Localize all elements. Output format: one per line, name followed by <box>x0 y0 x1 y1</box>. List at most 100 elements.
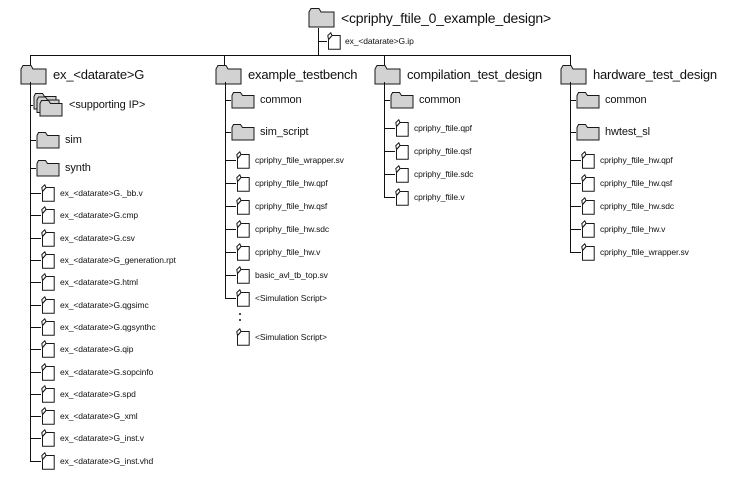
file-icon <box>236 265 250 284</box>
tree-item-label: cpriphy_ftile.v <box>414 191 465 202</box>
connector-drop-4 <box>570 55 571 65</box>
file-icon <box>41 228 55 247</box>
tree-item-file: <Simulation Script> <box>215 286 415 309</box>
column-header-label: example_testbench <box>248 66 358 82</box>
tree-item-file: basic_avl_tb_top.sv <box>215 263 415 286</box>
tree-item-file: cpriphy_ftile_hw.v <box>215 240 415 263</box>
tree-column-2: example_testbench common sim_script cpri… <box>215 64 415 348</box>
tree-item-label: common <box>260 94 302 106</box>
file-icon <box>581 242 595 261</box>
tree-item-label: cpriphy_ftile.qpf <box>414 122 472 133</box>
file-icon <box>236 288 250 307</box>
tree-item-label: synth <box>65 162 91 174</box>
folder-icon <box>215 64 242 84</box>
dot <box>239 319 241 321</box>
tree-item-folder-group: <supporting IP> <box>20 84 220 126</box>
tree-item-label: cpriphy_ftile.qsf <box>414 145 472 156</box>
tree-item-folder: sim <box>20 126 220 154</box>
tree-item-file: cpriphy_ftile.v <box>374 185 574 208</box>
tree-item-file: ex_<datarate>G._bb.v <box>20 182 220 204</box>
tree-item-file: ex_<datarate>G_xml <box>20 405 220 427</box>
file-icon <box>581 173 595 192</box>
tree-item-folder: common <box>215 84 415 116</box>
file-icon <box>395 141 409 160</box>
tree-item-file: ex_<datarate>G.spd <box>20 383 220 405</box>
tree-item-file: cpriphy_ftile.sdc <box>374 162 574 185</box>
ellipsis-dots <box>215 309 415 325</box>
tree-item-label: cpriphy_ftile_hw.qpf <box>600 154 673 165</box>
file-icon <box>41 251 55 269</box>
connector-trunk-line <box>570 82 571 252</box>
file-icon <box>41 340 55 358</box>
folder-icon <box>36 160 60 177</box>
tree-item-label: sim <box>65 134 82 146</box>
tree-item-file: cpriphy_ftile_hw.qpf <box>560 148 734 171</box>
tree-item-label: <Simulation Script> <box>255 331 327 342</box>
connector-root-vertical <box>318 28 319 56</box>
tree-item-label: basic_avl_tb_top.sv <box>255 269 328 280</box>
tree-item-folder: common <box>374 84 574 116</box>
folder-icon <box>390 92 414 109</box>
tree-item-label: ex_<datarate>G.qgsimc <box>60 299 149 310</box>
tree-item-label: ex_<datarate>G.html <box>60 277 138 288</box>
column-header: ex_<datarate>G <box>20 64 220 84</box>
tree-item-label: ex_<datarate>G.qip <box>60 344 134 355</box>
tree-item-file: ex_<datarate>G.cmp <box>20 204 220 226</box>
file-icon <box>395 164 409 183</box>
file-icon <box>41 206 55 225</box>
tree-item-label: cpriphy_ftile_wrapper.sv <box>600 246 689 257</box>
tree-item-label: ex_<datarate>G.spd <box>60 388 136 399</box>
folder-icon <box>20 64 47 84</box>
tree-item-label: hwtest_sl <box>605 126 650 138</box>
tree-item-file: ex_<datarate>G.qip <box>20 338 220 360</box>
column-header-label: hardware_test_design <box>593 66 717 82</box>
tree-item-file: cpriphy_ftile_hw.sdc <box>560 194 734 217</box>
file-icon <box>236 242 250 261</box>
tree-item-folder: common <box>560 84 734 116</box>
tree-item-file: ex_<datarate>G.sopcinfo <box>20 360 220 382</box>
connector-trunk-line <box>384 82 385 197</box>
tree-item-file: ex_<datarate>G_inst.vhd <box>20 450 220 472</box>
tree-item-label: ex_<datarate>G_inst.vhd <box>60 455 154 466</box>
tree-item-file: cpriphy_ftile_hw.qsf <box>560 171 734 194</box>
folder-icon <box>560 64 587 84</box>
tree-item-file: ex_<datarate>G_generation.rpt <box>20 249 220 271</box>
stacked-folders-icon <box>33 93 63 117</box>
tree-item-label: ex_<datarate>G_generation.rpt <box>60 255 176 266</box>
tree-item-label: ex_<datarate>G.csv <box>60 232 135 243</box>
file-icon <box>41 362 55 381</box>
folder-icon <box>308 8 335 28</box>
tree-item-file: cpriphy_ftile_hw.qpf <box>215 171 415 194</box>
file-icon <box>236 196 250 215</box>
file-icon <box>41 407 55 425</box>
file-icon <box>41 429 55 448</box>
tree-item-label: <supporting IP> <box>69 99 146 111</box>
tree-item-file: ex_<datarate>G_inst.v <box>20 427 220 449</box>
file-icon <box>236 173 250 192</box>
tree-item-label: ex_<datarate>G_xml <box>60 411 138 422</box>
folder-icon <box>36 132 60 149</box>
tree-item-folder: hwtest_sl <box>560 116 734 148</box>
tree-item-file: cpriphy_ftile_hw.v <box>560 217 734 240</box>
tree-item-label: cpriphy_ftile_hw.qpf <box>255 177 328 188</box>
tree-item-file: ex_<datarate>G.html <box>20 271 220 293</box>
folder-icon <box>374 64 401 84</box>
tree-item-label: cpriphy_ftile_wrapper.sv <box>255 154 344 165</box>
tree-item-file: ex_<datarate>G.csv <box>20 227 220 249</box>
file-icon <box>395 118 409 137</box>
tree-item-label: cpriphy_ftile_hw.v <box>255 246 321 257</box>
file-icon <box>236 327 250 346</box>
tree-item-file: ex_<datarate>G.qgsimc <box>20 293 220 315</box>
tree-item-label: common <box>419 94 461 106</box>
connector-drop-3 <box>384 55 385 65</box>
dot <box>239 313 241 315</box>
tree-item-label: cpriphy_ftile_hw.sdc <box>255 223 330 234</box>
connector-horizontal-bar <box>30 55 571 56</box>
file-icon <box>41 384 55 403</box>
connector-trunk-line <box>225 82 226 298</box>
file-icon <box>41 184 55 202</box>
folder-icon <box>231 124 255 141</box>
tree-item-file: cpriphy_ftile.qpf <box>374 116 574 139</box>
file-icon <box>236 219 250 238</box>
tree-item-label: cpriphy_ftile_hw.qsf <box>255 200 328 211</box>
